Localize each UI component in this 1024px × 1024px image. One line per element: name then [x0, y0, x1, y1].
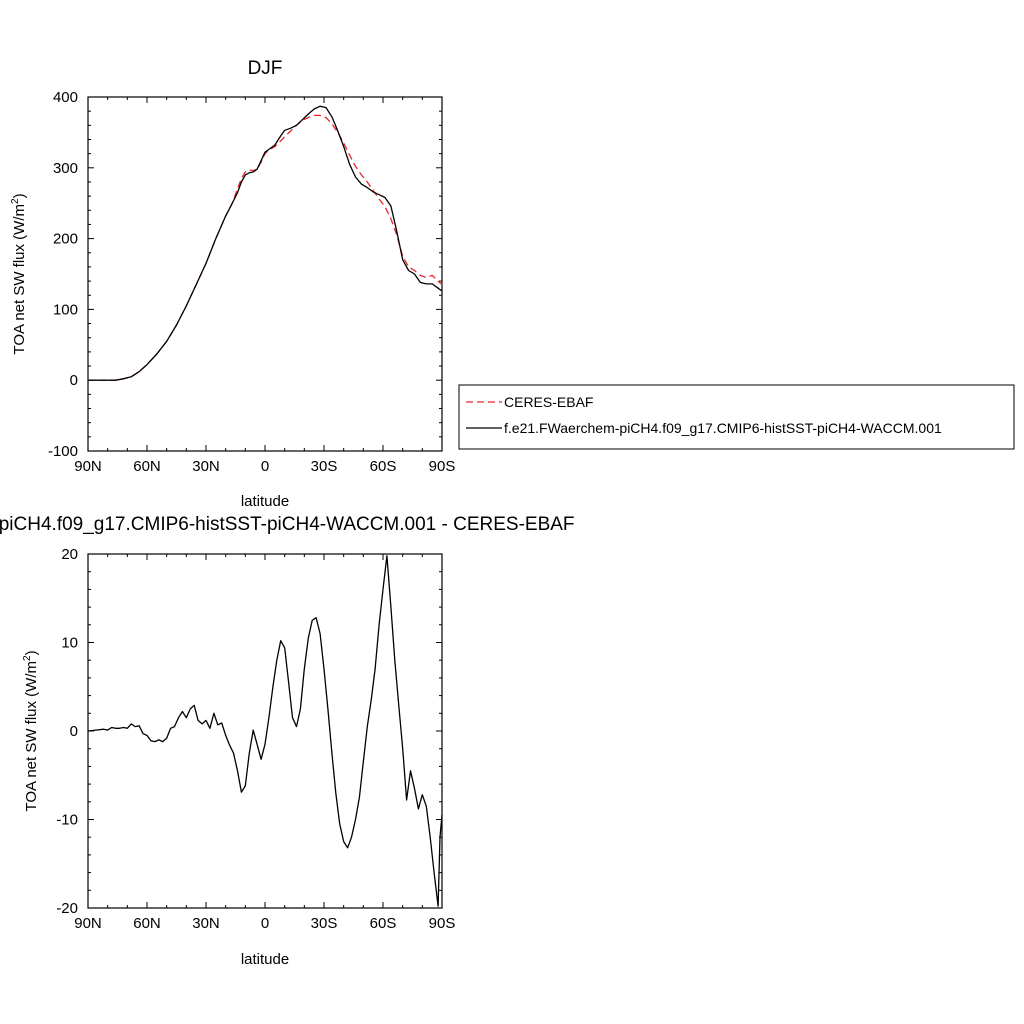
bottom-chart-series	[87, 555, 443, 907]
legend: CERES-EBAF f.e21.FWaerchem-piCH4.f09_g17…	[458, 384, 1015, 450]
bottom-x-tick-label: 60N	[133, 915, 161, 932]
bottom-y-tick-label: 10	[61, 635, 78, 652]
top-chart-title: DJF	[248, 58, 283, 79]
top-chart-y-axis-label: TOA net SW flux (W/m2)	[10, 193, 28, 354]
legend-label-model: f.e21.FWaerchem-piCH4.f09_g17.CMIP6-hist…	[504, 420, 942, 436]
top-x-tick-label: 30S	[311, 458, 338, 475]
bottom-y-tick-label: -20	[56, 900, 78, 917]
top-series-line-1	[88, 105, 443, 381]
bottom-chart-ticks: 90N 60N 30N 0 30S 60S 90S -20 -10 0 10 20	[56, 546, 455, 932]
top-x-tick-label: 90S	[429, 458, 456, 475]
bottom-x-tick-label: 30S	[311, 915, 338, 932]
top-x-tick-label: 0	[261, 458, 269, 475]
top-chart-x-axis-label: latitude	[241, 493, 289, 510]
top-series-line-0	[88, 114, 443, 381]
bottom-x-tick-label: 60S	[370, 915, 397, 932]
bottom-chart: hem-piCH4.f09_g17.CMIP6-histSST-piCH4-WA…	[0, 514, 575, 968]
top-x-tick-label: 30N	[192, 458, 220, 475]
bottom-y-tick-label: 0	[70, 723, 78, 740]
bottom-x-tick-label: 90S	[429, 915, 456, 932]
top-y-tick-label: 0	[70, 372, 78, 389]
top-x-tick-label: 90N	[74, 458, 102, 475]
bottom-x-tick-label: 90N	[74, 915, 102, 932]
bottom-series-line-0	[87, 555, 443, 907]
top-x-tick-label: 60S	[370, 458, 397, 475]
legend-label-ceres: CERES-EBAF	[504, 394, 593, 410]
bottom-x-tick-label: 0	[261, 915, 269, 932]
bottom-y-tick-label: 20	[61, 546, 78, 563]
top-chart-plot-frame	[87, 96, 443, 452]
top-y-tick-label: 300	[53, 160, 78, 177]
bottom-x-tick-label: 30N	[192, 915, 220, 932]
top-chart-ticks: 90N 60N 30N 0 30S 60S 90S -100 0 100 200 300 400	[48, 89, 455, 475]
top-y-tick-label: 200	[53, 231, 78, 248]
bottom-chart-y-axis-label: TOA net SW flux (W/m2)	[22, 650, 40, 811]
legend-box	[458, 384, 1015, 450]
top-y-tick-label: -100	[48, 443, 78, 460]
top-x-tick-label: 60N	[133, 458, 161, 475]
bottom-chart-x-axis-label: latitude	[241, 951, 289, 968]
bottom-y-tick-label: -10	[56, 812, 78, 829]
bottom-chart-title: hem-piCH4.f09_g17.CMIP6-histSST-piCH4-WA…	[0, 514, 575, 535]
top-chart: DJF 90N 60N 30N 0 30S 60S 90S -100 0 100 200 300 400…	[10, 58, 455, 510]
top-y-tick-label: 400	[53, 89, 78, 106]
top-chart-series	[88, 105, 443, 381]
top-y-tick-label: 100	[53, 301, 78, 318]
